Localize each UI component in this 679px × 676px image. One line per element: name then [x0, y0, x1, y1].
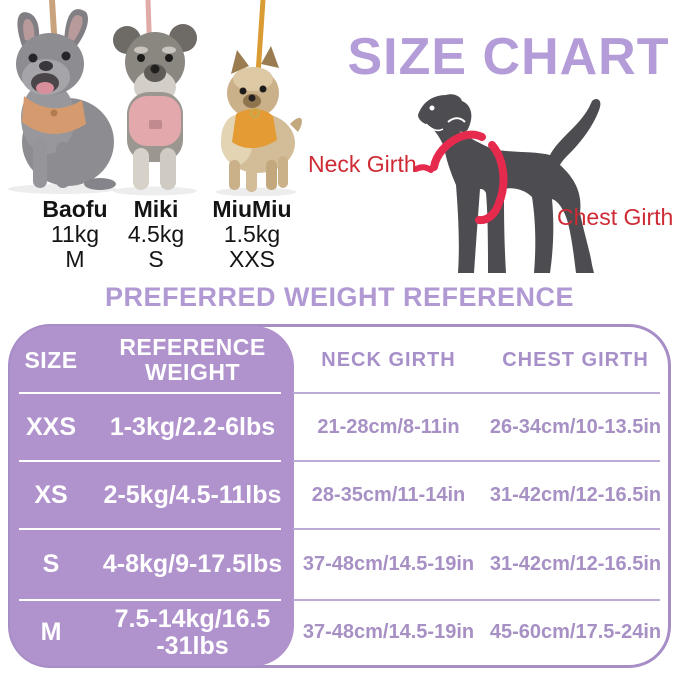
neck-girth-cell: 37-48cm/14.5-19in — [302, 553, 475, 575]
table-row-xxs: XXS 1-3kg/2.2-6lbs 21-28cm/8-11in 26-34c… — [11, 393, 668, 461]
page-title: SIZE CHART — [347, 28, 670, 86]
column-header-reference-weight: REFERENCE WEIGHT — [119, 334, 266, 385]
schnauzer-illustration — [113, 24, 197, 190]
model-label-miki: Miki 4.5kg S — [112, 196, 200, 272]
size-cell: S — [42, 550, 60, 578]
neck-girth-cell: 28-35cm/11-14in — [311, 483, 466, 506]
chest-girth-cell: 31-42cm/12-16.5in — [489, 483, 662, 506]
table-left-panel — [10, 326, 294, 666]
chest-girth-cell: 45-60cm/17.5-24in — [489, 621, 662, 643]
size-table: SIZE REFERENCE WEIGHT NECK GIRTH CHEST G… — [8, 324, 671, 668]
table-header-row: SIZE REFERENCE WEIGHT NECK GIRTH CHEST G… — [11, 327, 668, 393]
weight-cell: 7.5-14kg/16.5 -31lbs — [114, 604, 271, 660]
weight-cell: 4-8kg/9-17.5lbs — [102, 550, 283, 578]
model-weight: 11kg — [50, 221, 100, 247]
model-name: Baofu — [42, 196, 108, 222]
model-label-miumiu: MiuMiu 1.5kg XXS — [202, 196, 302, 272]
chest-girth-label: Chest Girth — [557, 204, 674, 230]
model-size: XXS — [228, 246, 276, 272]
french-bulldog-illustration — [16, 9, 116, 190]
chest-girth-band-icon — [475, 141, 508, 225]
model-name: MiuMiu — [212, 196, 292, 222]
three-dogs-photo-illustration — [8, 0, 302, 196]
yorkie-illustration — [221, 46, 302, 192]
model-label-baofu: Baofu 11kg M — [24, 196, 126, 272]
neck-girth-cell: 21-28cm/8-11in — [317, 415, 460, 438]
chest-girth-cell: 31-42cm/12-16.5in — [489, 553, 662, 575]
measurement-diagram: Neck Girth Chest Girth — [300, 85, 679, 285]
weight-cell: 1-3kg/2.2-6lbs — [109, 412, 276, 441]
table-row-s: S 4-8kg/9-17.5lbs 37-48cm/14.5-19in 31-4… — [11, 529, 668, 600]
model-size: S — [148, 246, 164, 272]
column-header-chest-girth: CHEST GIRTH — [502, 348, 649, 371]
model-size: M — [65, 246, 85, 272]
weight-cell: 2-5kg/4.5-11lbs — [103, 480, 282, 509]
table-row-m: M 7.5-14kg/16.5 -31lbs 37-48cm/14.5-19in… — [11, 600, 668, 665]
dog-silhouette-icon — [413, 94, 601, 273]
chest-girth-cell: 26-34cm/10-13.5in — [489, 415, 662, 438]
size-cell: M — [40, 618, 62, 646]
size-cell: XS — [34, 480, 68, 509]
column-header-size: SIZE — [24, 346, 78, 373]
neck-girth-label: Neck Girth — [308, 151, 417, 177]
model-name: Miki — [133, 196, 179, 222]
weight-reference-heading: PREFERRED WEIGHT REFERENCE — [104, 282, 575, 312]
column-header-neck-girth: NECK GIRTH — [321, 348, 456, 371]
table-row-xs: XS 2-5kg/4.5-11lbs 28-35cm/11-14in 31-42… — [11, 461, 668, 529]
size-cell: XXS — [25, 412, 77, 441]
model-weight: 4.5kg — [127, 221, 185, 247]
shadow — [113, 186, 197, 196]
neck-girth-band-icon — [413, 130, 486, 173]
model-weight: 1.5kg — [223, 221, 281, 247]
model-labels: Baofu 11kg M Miki 4.5kg S MiuMiu 1.5kg X… — [0, 196, 335, 276]
neck-girth-cell: 37-48cm/14.5-19in — [302, 621, 475, 643]
